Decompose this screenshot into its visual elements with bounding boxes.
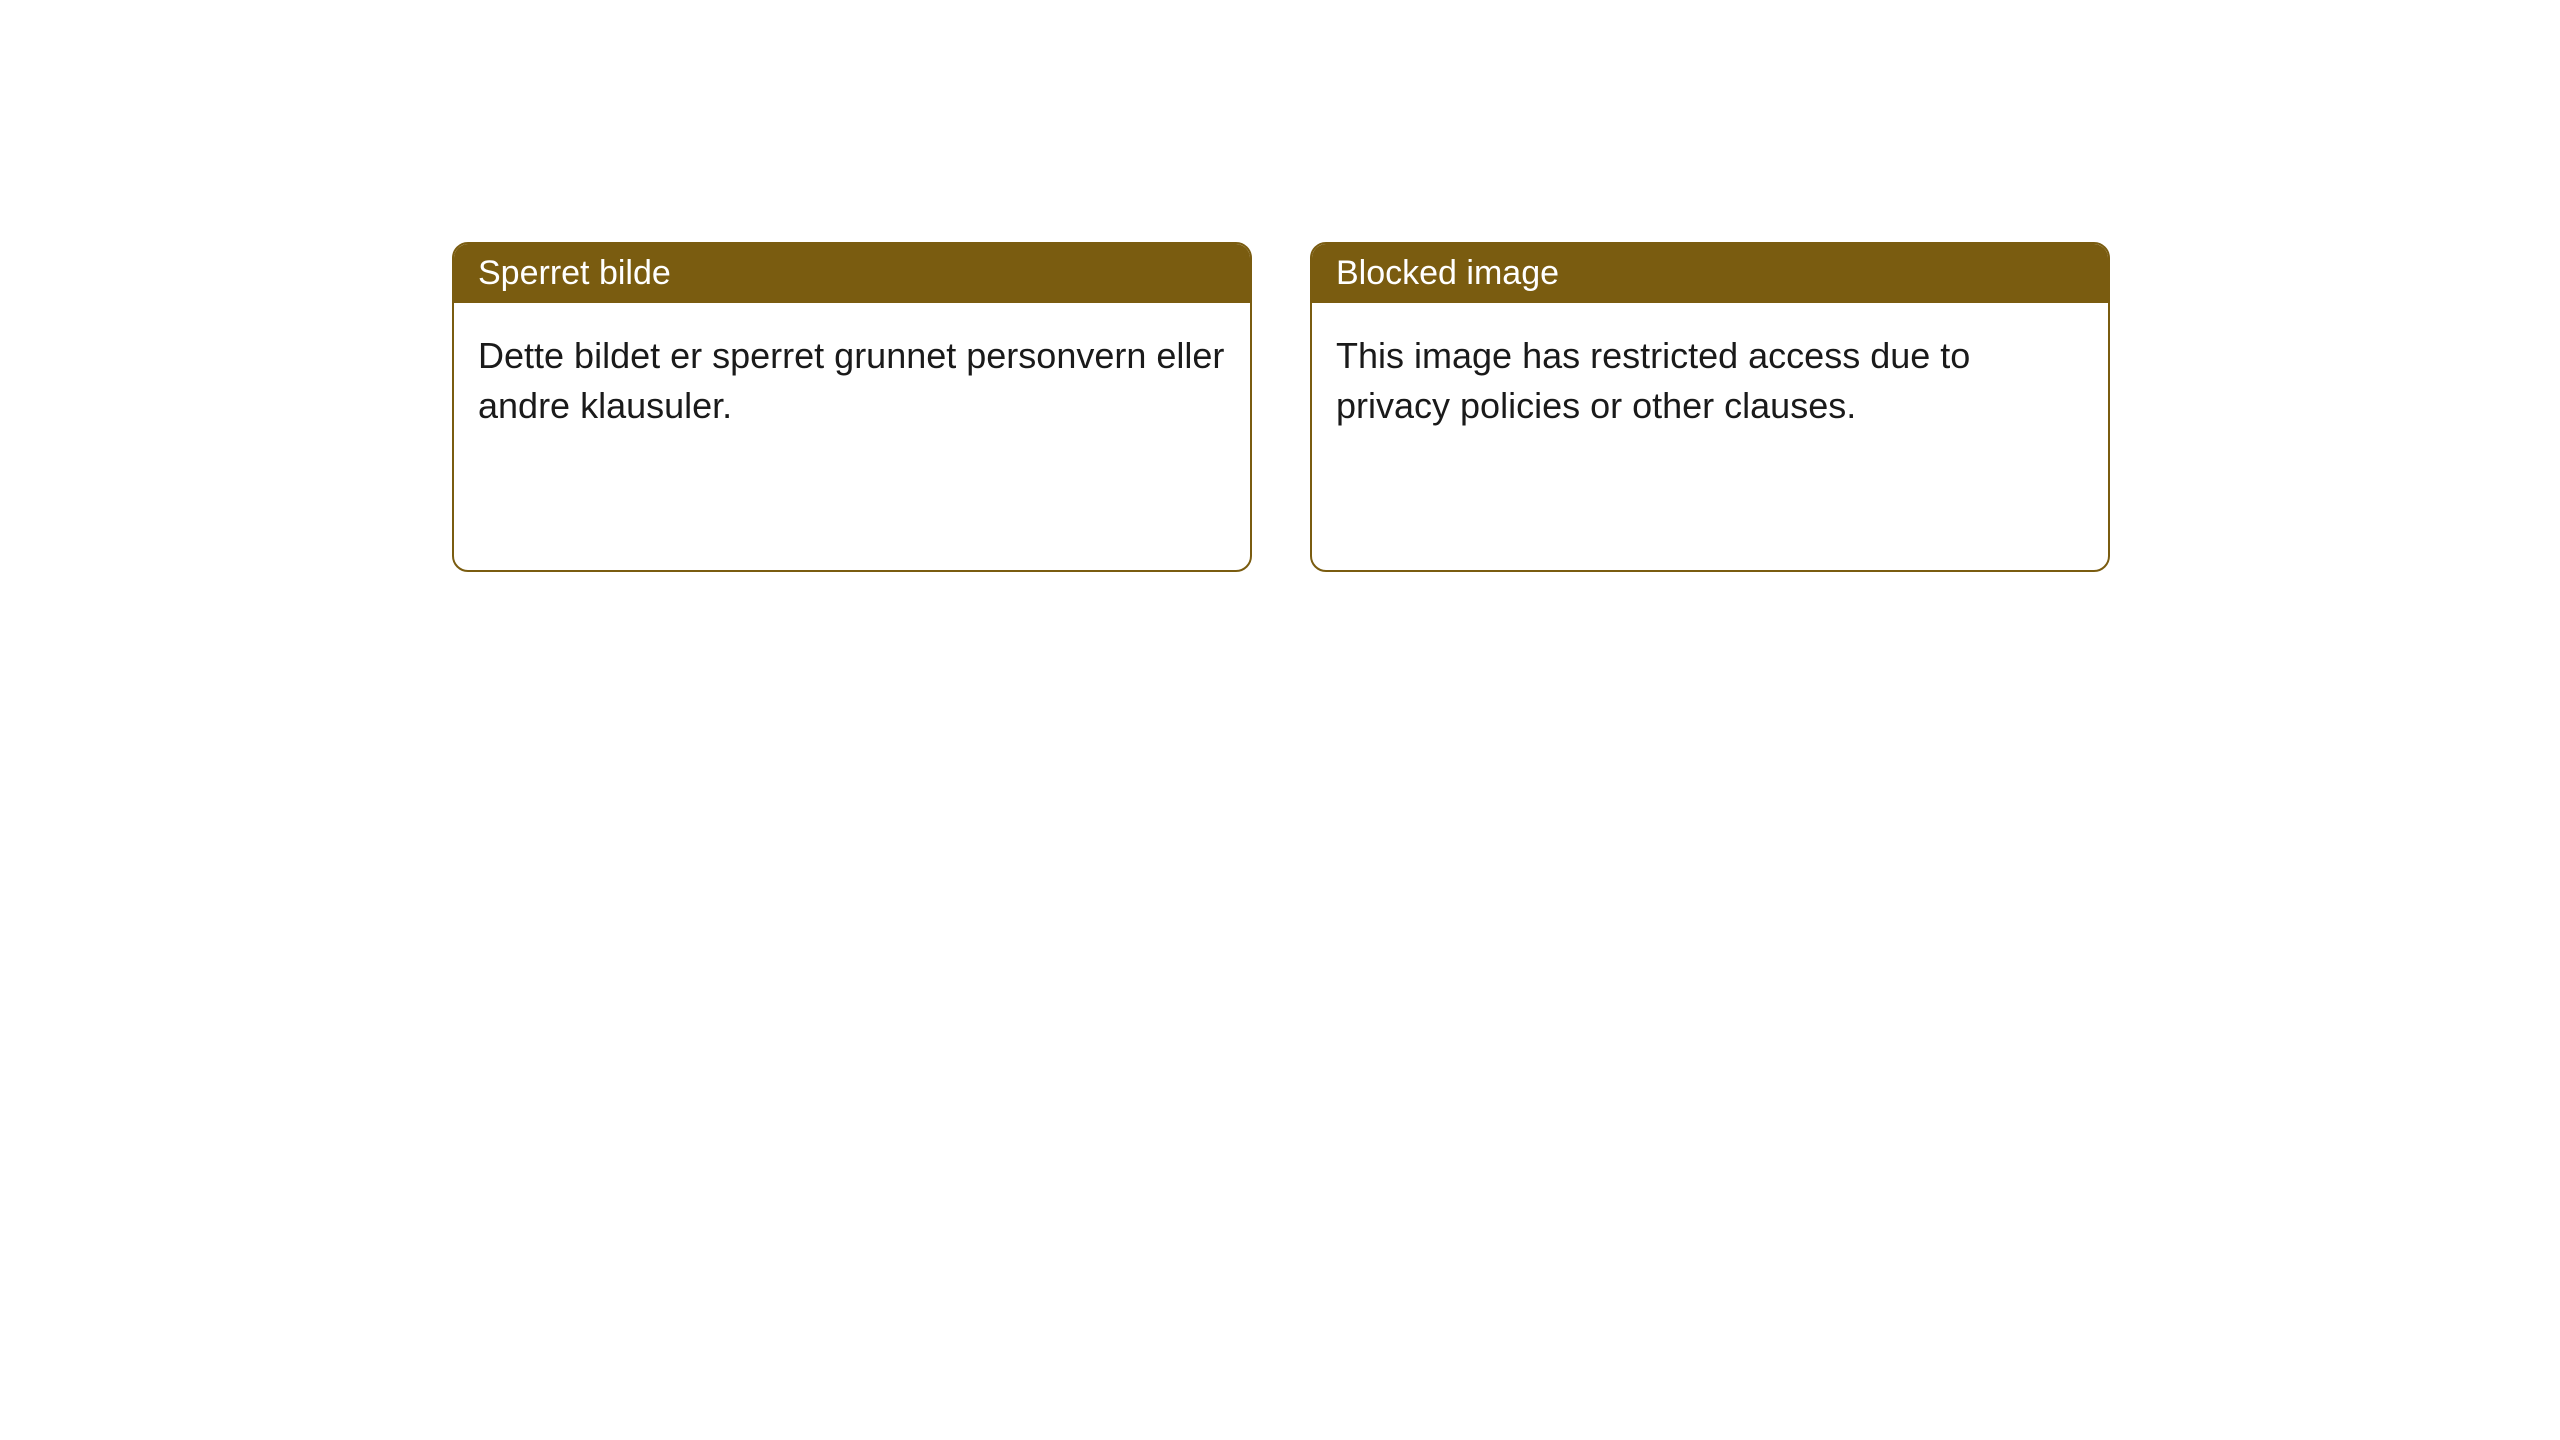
card-title-english: Blocked image xyxy=(1312,244,2108,303)
card-body-english: This image has restricted access due to … xyxy=(1312,303,2108,460)
cards-container: Sperret bilde Dette bildet er sperret gr… xyxy=(452,242,2110,572)
card-norwegian: Sperret bilde Dette bildet er sperret gr… xyxy=(452,242,1252,572)
card-title-norwegian: Sperret bilde xyxy=(454,244,1250,303)
card-english: Blocked image This image has restricted … xyxy=(1310,242,2110,572)
card-body-norwegian: Dette bildet er sperret grunnet personve… xyxy=(454,303,1250,460)
